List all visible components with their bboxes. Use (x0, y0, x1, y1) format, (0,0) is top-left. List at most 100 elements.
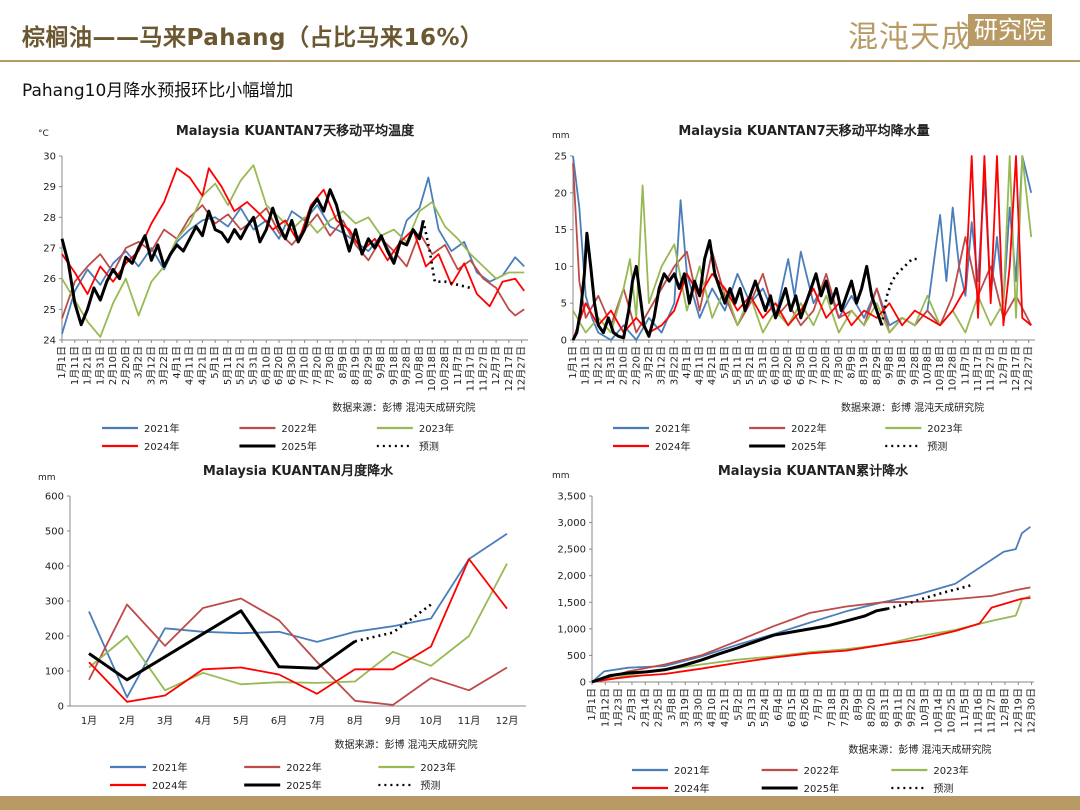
y-tick-label: 500 (45, 527, 64, 538)
legend-label: 2025年 (791, 440, 826, 453)
y-tick-label: 200 (45, 632, 64, 643)
legend-label: 2024年 (674, 782, 709, 795)
x-tick-label: 8月19日 (858, 346, 870, 385)
chart-title: Malaysia KUANTAN累计降水 (718, 463, 909, 479)
x-tick-label: 11月16日 (972, 688, 984, 733)
x-tick-label: 4月11日 (184, 346, 196, 385)
header: 棕榈油——马来Pahang（占比马来16%） 混沌天成 研究院 (0, 0, 1080, 62)
y-tick-label: 2,500 (557, 545, 586, 556)
y-tick-label: 29 (43, 182, 56, 193)
y-tick-label: 28 (43, 213, 56, 224)
x-tick-label: 7月30日 (833, 346, 845, 385)
x-tick-label: 8月29日 (871, 346, 883, 385)
x-tick-label: 2月20日 (120, 346, 132, 385)
data-source: 数据来源：彭博 混沌天成研究院 (848, 743, 991, 756)
x-tick-label: 11月17日 (465, 346, 477, 391)
page-subtitle: Pahang10月降水预报环比小幅增加 (22, 81, 294, 101)
data-source: 数据来源：彭博 混沌天成研究院 (334, 738, 477, 751)
x-tick-label: 8月9日 (337, 346, 349, 379)
footer-band (0, 796, 1080, 810)
x-tick-label: 12月27日 (1023, 346, 1035, 391)
series-line-2024 (61, 167, 525, 308)
chart-title: Malaysia KUANTAN7天移动平均降水量 (678, 123, 929, 139)
legend-label: 2024年 (152, 779, 187, 792)
x-tick-label: 9月8日 (883, 346, 895, 379)
legend-label: 预测 (927, 440, 947, 453)
y-unit-label: mm (38, 473, 56, 483)
x-tick-label: 6月30日 (286, 346, 298, 385)
x-tick-label: 7月18日 (826, 688, 838, 727)
legend-label: 2021年 (144, 422, 179, 435)
y-tick-label: 24 (43, 336, 56, 347)
legend-label: 2022年 (804, 764, 839, 777)
x-tick-label: 11月27日 (477, 346, 489, 391)
x-tick-label: 1月11日 (580, 346, 592, 385)
legend-label: 2022年 (791, 422, 826, 435)
x-tick-label: 8月29日 (362, 346, 374, 385)
x-tick-label: 2月 (119, 715, 135, 727)
x-tick-label: 11月 (458, 715, 481, 727)
x-tick-label: 12月27日 (516, 346, 528, 391)
x-tick-label: 11月7日 (452, 346, 464, 385)
x-tick-label: 5月11日 (732, 346, 744, 385)
cumulative-rainfall-chart: Malaysia KUANTAN累计降水 mm 0 500 1,000 1,500 2,00… (552, 463, 1038, 795)
legend-label: 2021年 (674, 764, 709, 777)
x-tick-label: 10月8日 (921, 346, 933, 385)
legend-label: 2022年 (286, 761, 321, 774)
x-tick-label: 6月20日 (782, 346, 794, 385)
x-tick-label: 6月 (271, 715, 287, 727)
x-tick-label: 1月31日 (94, 346, 106, 385)
legend-label: 2023年 (927, 422, 962, 435)
x-tick-label: 10月28日 (439, 346, 451, 391)
x-tick-label: 5月1日 (719, 346, 731, 379)
x-tick-label: 7月20日 (820, 346, 832, 385)
x-tick-label: 3月19日 (679, 688, 691, 727)
y-tick-label: 0 (580, 678, 586, 689)
x-tick-label: 3月2日 (643, 346, 655, 379)
y-tick-label: 0 (58, 702, 64, 713)
series-line-2025 (60, 188, 425, 327)
x-tick-label: 5月 (233, 715, 249, 727)
y-tick-label: 1,000 (557, 624, 586, 635)
x-tick-label: 1月23日 (613, 688, 625, 727)
series-line-2021 (591, 526, 1031, 683)
legend-label: 预测 (420, 779, 440, 792)
temperature-chart: Malaysia KUANTAN7天移动平均温度 °C 24 25 26 27 28 29 30… (38, 123, 528, 453)
series-line-forecast (887, 583, 974, 610)
header-divider (0, 60, 1080, 62)
x-tick-label: 7月 (309, 715, 325, 727)
logo-main-text: 混沌天成 (848, 20, 972, 55)
series-line-forecast (880, 257, 920, 326)
legend-label: 2021年 (152, 761, 187, 774)
x-tick-label: 12月17日 (1010, 346, 1022, 391)
x-tick-label: 8月9日 (852, 688, 864, 721)
x-tick-label: 4月21日 (706, 346, 718, 385)
x-tick-label: 11月5日 (959, 688, 971, 727)
x-tick-label: 2月14日 (639, 688, 651, 727)
x-tick-label: 6月4日 (772, 688, 784, 721)
y-tick-label: 100 (45, 667, 64, 678)
x-tick-label: 7月7日 (812, 688, 824, 721)
x-tick-label: 9月18日 (896, 346, 908, 385)
x-tick-label: 6月20日 (273, 346, 285, 385)
y-unit-label: °C (38, 129, 49, 139)
x-tick-label: 9月11日 (892, 688, 904, 727)
y-tick-label: 600 (45, 492, 64, 503)
x-tick-label: 7月30日 (324, 346, 336, 385)
legend-label: 2024年 (144, 440, 179, 453)
y-tick-label: 2,000 (557, 571, 586, 582)
x-tick-label: 10月3日 (919, 688, 931, 727)
y-tick-label: 3,000 (557, 518, 586, 529)
x-tick-label: 8月31日 (879, 688, 891, 727)
x-tick-label: 6月15日 (786, 688, 798, 727)
x-tick-label: 11月7日 (959, 346, 971, 385)
x-tick-label: 7月10日 (807, 346, 819, 385)
data-source: 数据来源：彭博 混沌天成研究院 (332, 401, 475, 414)
y-tick-label: 15 (554, 225, 567, 236)
x-tick-label: 2月10日 (107, 346, 119, 385)
x-tick-label: 1月31日 (605, 346, 617, 385)
page-title: 棕榈油——马来Pahang（占比马来16%） (22, 25, 484, 51)
series-line-2024 (88, 558, 508, 703)
x-tick-label: 10月14日 (932, 688, 944, 733)
x-tick-label: 10月28日 (947, 346, 959, 391)
